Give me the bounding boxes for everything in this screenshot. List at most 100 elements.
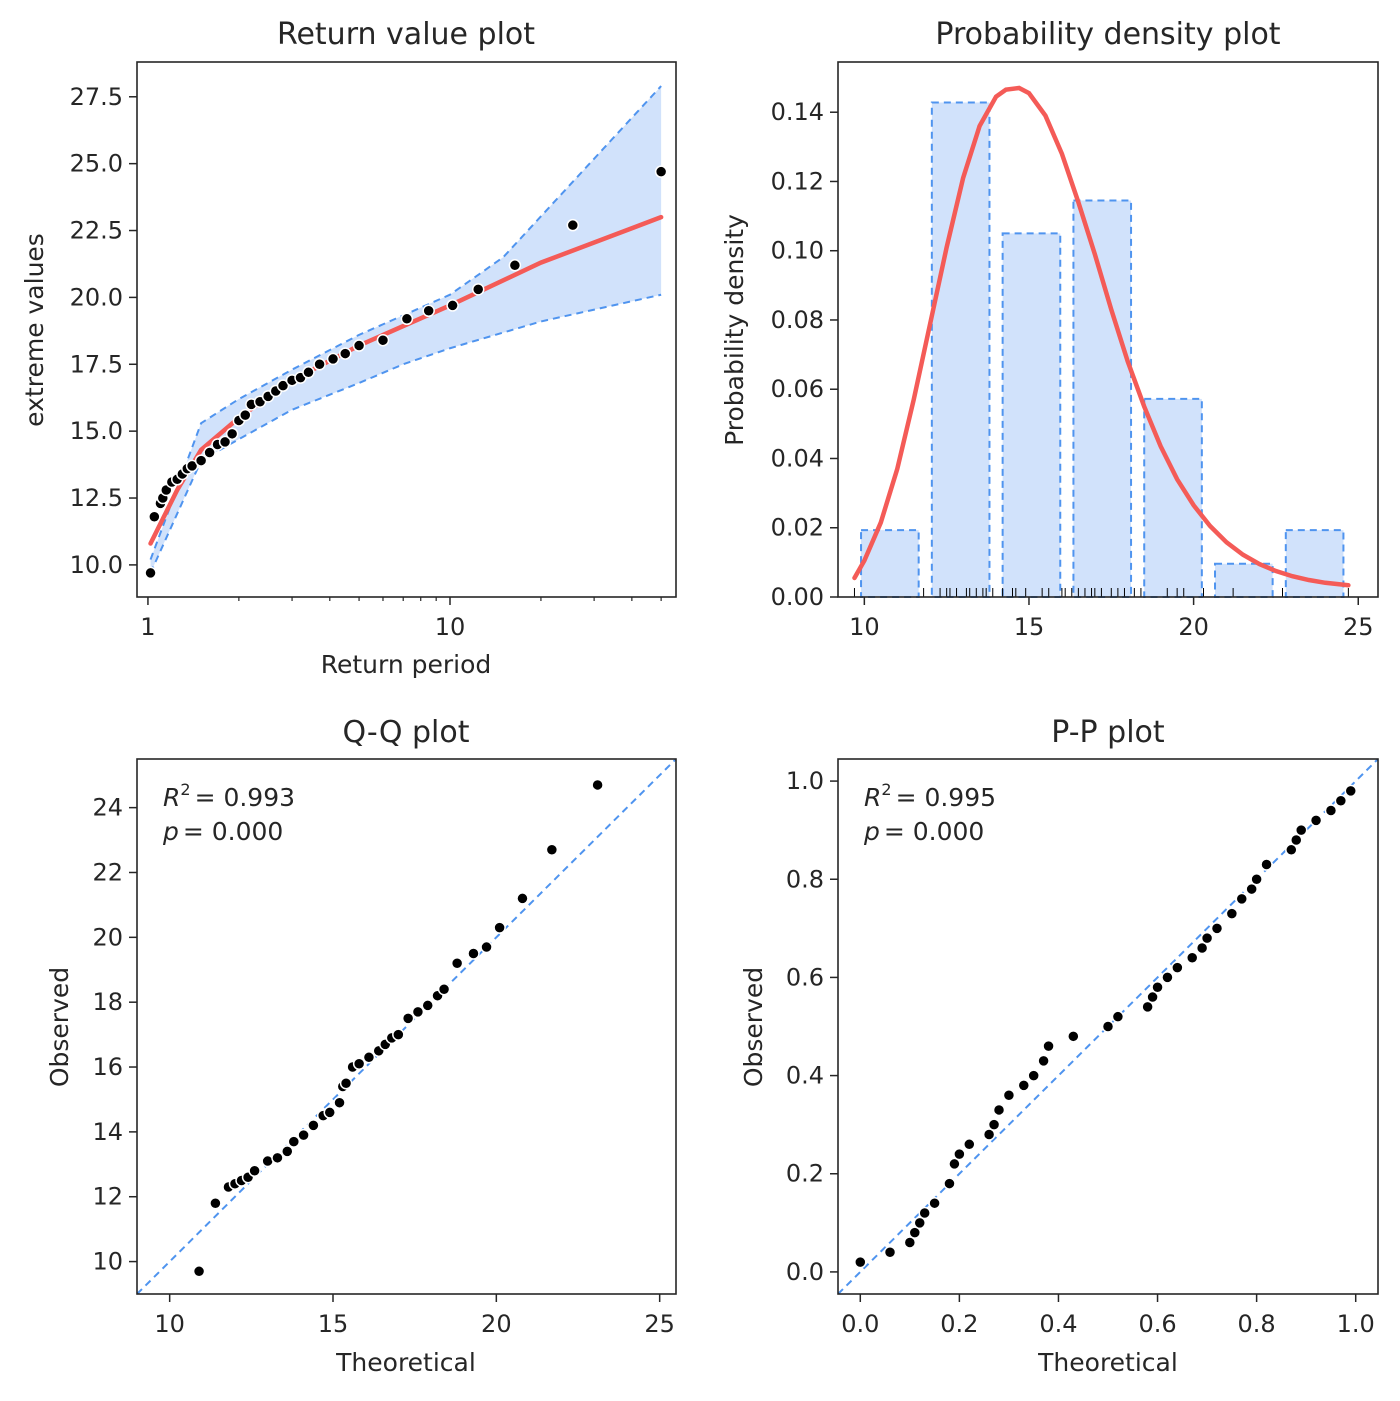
data-point bbox=[471, 283, 485, 296]
data-point bbox=[400, 312, 414, 326]
y-tick-label: 0.04 bbox=[771, 444, 824, 472]
y-tick-label: 0.10 bbox=[771, 237, 824, 265]
y-tick-label: 25.0 bbox=[70, 150, 123, 178]
data-point bbox=[276, 379, 290, 392]
qq-r2-annotation: R2 = 0.993 bbox=[163, 780, 295, 812]
data-point bbox=[1324, 804, 1338, 817]
data-point bbox=[516, 892, 529, 905]
histogram-bar bbox=[1072, 199, 1133, 598]
y-tick-label: 20 bbox=[92, 923, 123, 951]
data-point bbox=[1171, 961, 1184, 974]
y-tick-label: 24 bbox=[92, 794, 123, 822]
x-tick-label: 0.0 bbox=[841, 1310, 879, 1338]
data-point bbox=[401, 1012, 415, 1025]
histogram-bar bbox=[1001, 232, 1062, 598]
data-point bbox=[928, 1196, 941, 1210]
data-point bbox=[411, 1005, 425, 1019]
data-point bbox=[192, 1265, 206, 1278]
data-point bbox=[903, 1236, 917, 1249]
data-point bbox=[302, 366, 315, 379]
data-point bbox=[338, 347, 352, 360]
y-tick-label: 0.12 bbox=[771, 167, 824, 195]
y-tick-label: 22.5 bbox=[70, 217, 123, 245]
data-point bbox=[209, 1196, 222, 1210]
pdf-plot-frame bbox=[837, 61, 1379, 598]
reference-line bbox=[136, 758, 677, 1295]
y-tick-label: 18 bbox=[92, 988, 123, 1016]
data-point bbox=[1285, 843, 1298, 857]
data-point bbox=[918, 1206, 931, 1220]
data-point bbox=[591, 778, 604, 792]
y-tick-label: 14 bbox=[92, 1118, 123, 1146]
x-tick-label: 10 bbox=[849, 613, 880, 641]
x-tick-label: 25 bbox=[1343, 613, 1374, 641]
data-point bbox=[1344, 784, 1358, 798]
y-tick-label: 22 bbox=[92, 858, 123, 886]
confidence-upper-line bbox=[149, 85, 662, 560]
y-tick-label: 15.0 bbox=[70, 417, 123, 445]
data-point bbox=[1290, 833, 1303, 847]
reference-line bbox=[837, 758, 1379, 1295]
data-point bbox=[1225, 907, 1239, 920]
data-point bbox=[1294, 823, 1308, 837]
confidence-band bbox=[150, 86, 662, 573]
return-plot-title: Return value plot bbox=[277, 17, 535, 52]
data-point bbox=[1037, 1054, 1050, 1068]
data-point bbox=[913, 1216, 926, 1230]
pp-r2-annotation: R2 = 0.995 bbox=[864, 780, 996, 812]
data-point bbox=[1042, 1039, 1055, 1053]
data-point bbox=[307, 1119, 320, 1132]
data-point bbox=[437, 982, 451, 996]
qq-panel: Q-Q plot 10 15 20 25 10 12 14 16 18 20 22 24 R2 = 0.… bbox=[45, 715, 677, 1377]
y-tick-label: 10 bbox=[92, 1248, 123, 1276]
y-tick-label: 0.02 bbox=[771, 514, 824, 542]
y-tick-label: 0.8 bbox=[786, 865, 824, 893]
data-point bbox=[1309, 814, 1323, 827]
data-point bbox=[1210, 922, 1224, 935]
data-point bbox=[883, 1246, 897, 1259]
data-point bbox=[362, 1051, 376, 1064]
data-point bbox=[1161, 971, 1174, 984]
data-point bbox=[450, 957, 464, 970]
y-tick-label: 0.06 bbox=[771, 375, 824, 403]
data-point bbox=[339, 1076, 353, 1090]
data-point bbox=[545, 843, 559, 857]
data-point bbox=[326, 352, 340, 366]
qq-plot-title: Q-Q plot bbox=[342, 715, 469, 750]
y-tick-label: 12.5 bbox=[70, 484, 123, 512]
data-point bbox=[1002, 1088, 1016, 1102]
y-tick-label: 0.0 bbox=[786, 1258, 824, 1286]
qq-plot-ylabel: Observed bbox=[45, 967, 74, 1087]
data-point bbox=[225, 427, 239, 441]
x-tick-label: 0.4 bbox=[1039, 1310, 1077, 1338]
histogram-bar bbox=[860, 529, 920, 598]
data-point bbox=[1146, 990, 1159, 1004]
data-point bbox=[987, 1118, 1001, 1131]
histogram-bar bbox=[1284, 529, 1345, 598]
return-plot-frame bbox=[136, 61, 677, 598]
y-tick-label: 0.4 bbox=[786, 1062, 824, 1090]
y-tick-label: 12 bbox=[92, 1183, 123, 1211]
x-tick-label: 0.6 bbox=[1138, 1310, 1176, 1338]
data-point bbox=[144, 566, 157, 580]
y-tick-label: 0.08 bbox=[771, 306, 824, 334]
y-tick-label: 20.0 bbox=[70, 283, 123, 311]
pp-plot-title: P-P plot bbox=[1051, 715, 1165, 750]
x-tick-label: 15 bbox=[318, 1310, 349, 1338]
data-point bbox=[1235, 892, 1249, 906]
density-curve bbox=[852, 85, 1351, 588]
data-point bbox=[854, 1255, 867, 1269]
data-point bbox=[421, 999, 434, 1012]
y-tick-label: 10.0 bbox=[70, 551, 123, 579]
x-tick-label: 25 bbox=[644, 1310, 675, 1338]
data-point bbox=[218, 435, 232, 449]
data-point bbox=[313, 358, 326, 371]
y-tick-label: 0.6 bbox=[786, 963, 824, 991]
data-point bbox=[297, 1128, 310, 1142]
x-tick-label: 0.8 bbox=[1238, 1310, 1276, 1338]
data-point bbox=[508, 259, 522, 272]
data-point bbox=[467, 947, 480, 960]
data-point bbox=[281, 1145, 294, 1158]
data-point bbox=[1250, 873, 1263, 886]
